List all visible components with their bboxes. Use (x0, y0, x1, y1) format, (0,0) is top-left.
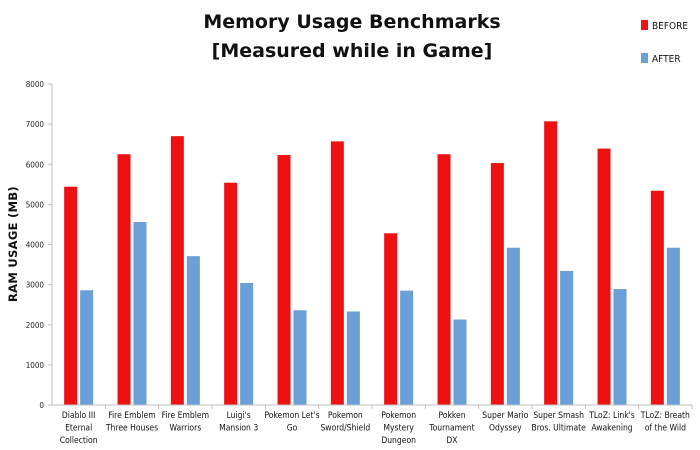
x-category-label: Pokemon Sword/Shield (320, 411, 370, 434)
x-category-label-line: Three Houses (105, 424, 158, 434)
legend: BEFORE AFTER (641, 20, 688, 65)
y-axis: 0 1000 2000 3000 4000 5000 6000 7000 8000 (26, 80, 53, 410)
bar-before (330, 141, 344, 405)
x-category-label: Super Mario Odyssey (482, 411, 528, 434)
bar-before (64, 186, 78, 405)
bar-after (293, 310, 307, 405)
y-tick-label: 3000 (26, 281, 45, 290)
x-category-label-line: Super Smash (533, 411, 584, 421)
y-tick-label: 4000 (26, 241, 45, 250)
bar-before (650, 190, 664, 405)
x-category-label-line: Go (287, 424, 298, 434)
y-tick-label: 8000 (26, 80, 45, 89)
bar-after (80, 290, 94, 405)
bar-after (240, 283, 254, 405)
bar-before (437, 154, 451, 405)
x-category-label-line: TLoZ: Breath (640, 411, 690, 421)
bar-before (277, 155, 291, 405)
x-category-label-line: Tournament (428, 424, 474, 434)
bar-before (170, 136, 184, 405)
chart-title-line-2: [Measured while in Game] (212, 40, 493, 62)
legend-swatch-after (641, 53, 648, 63)
legend-label-after: AFTER (652, 54, 681, 65)
x-category-label-line: Collection (60, 436, 98, 446)
y-tick-label: 2000 (26, 321, 45, 330)
legend-label-before: BEFORE (652, 21, 688, 32)
x-category-label-line: Eternal (65, 424, 92, 434)
x-category-label-line: of the Wild (645, 424, 686, 434)
x-category-label-line: Pokemon (381, 411, 416, 421)
bar-after (346, 311, 360, 405)
y-tick-label: 0 (39, 401, 44, 410)
x-category-label-line: Diablo III (62, 411, 96, 421)
chart-title-line-1: Memory Usage Benchmarks (203, 11, 500, 33)
x-category-label: Pokken Tournament DX (428, 411, 474, 446)
legend-swatch-before (641, 20, 648, 30)
x-category-label: Luigi's Mansion 3 (219, 411, 258, 434)
y-tick-label: 1000 (26, 361, 45, 370)
bar-after (453, 319, 467, 405)
bar-after (400, 290, 414, 405)
y-tick-label: 6000 (26, 160, 45, 169)
bar-before (384, 233, 398, 405)
x-category-label: Diablo III Eternal Collection (60, 411, 98, 446)
x-category-label-line: Odyssey (489, 424, 522, 434)
bar-after (666, 247, 680, 405)
x-axis-labels: Diablo III Eternal Collection Fire Emblem Th… (60, 411, 690, 446)
x-category-label-line: Super Mario (482, 411, 528, 421)
x-category-label-line: Mansion 3 (219, 424, 258, 434)
x-category-label-line: Pokemon (328, 411, 363, 421)
x-category-label-line: Mystery (383, 424, 414, 434)
bar-before (597, 148, 611, 405)
x-category-label-line: Fire Emblem (162, 411, 209, 421)
x-category-label-line: Sword/Shield (320, 424, 370, 434)
y-tick-label: 7000 (26, 120, 45, 129)
x-category-label-line: Fire Emblem (108, 411, 155, 421)
x-category-label: Fire Emblem Warriors (162, 411, 209, 434)
bar-after (186, 256, 200, 405)
y-tick-label: 5000 (26, 200, 45, 209)
x-category-label: TLoZ: Breath of the Wild (640, 411, 690, 434)
x-category-label: Pokemon Mystery Dungeon (381, 411, 416, 446)
bar-before (490, 163, 504, 405)
bar-after (506, 247, 520, 405)
x-category-label: Pokemon Let's Go (264, 411, 319, 434)
bars (64, 121, 693, 409)
y-axis-title: RAM USAGE (MB) (6, 186, 20, 302)
x-category-label-line: TLoZ: Link's (588, 411, 634, 421)
bar-after (133, 222, 147, 405)
bar-after (560, 270, 574, 405)
x-category-label-line: Warriors (169, 424, 201, 434)
x-category-label-line: Bros. Ultimate (531, 424, 586, 434)
bar-after (613, 289, 627, 405)
bar-before (224, 182, 238, 405)
x-category-label-line: Dungeon (381, 436, 416, 446)
bar-before (117, 154, 131, 405)
x-category-label-line: Luigi's (227, 411, 251, 421)
x-category-label-line: DX (446, 436, 457, 446)
x-category-label: Fire Emblem Three Houses (105, 411, 158, 434)
bar-before (544, 121, 558, 405)
x-category-label: TLoZ: Link's Awakening (588, 411, 634, 434)
x-category-label-line: Pokemon Let's (264, 411, 319, 421)
x-category-label-line: Awakening (591, 424, 632, 434)
x-category-label-line: Pokken (438, 411, 465, 421)
x-category-label: Super Smash Bros. Ultimate (531, 411, 586, 434)
